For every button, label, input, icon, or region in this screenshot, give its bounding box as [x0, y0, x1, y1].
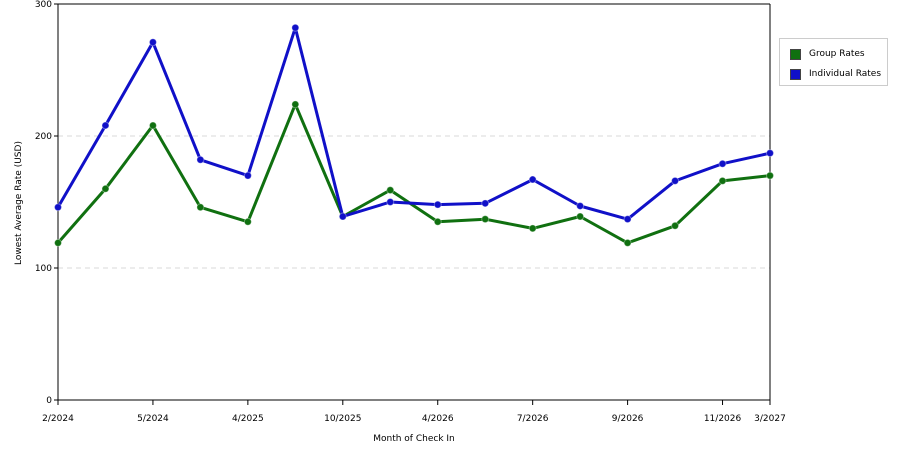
- x-tick-label: 2/2024: [42, 414, 74, 424]
- y-tick-label: 300: [35, 0, 52, 10]
- legend-label-group: Group Rates: [809, 49, 865, 59]
- data-point-group-rates: [386, 186, 395, 195]
- data-point-individual-rates: [101, 121, 110, 130]
- legend-label-individual: Individual Rates: [809, 69, 882, 79]
- data-point-group-rates: [196, 203, 205, 212]
- axes: [54, 3, 771, 405]
- x-tick-label: 4/2026: [422, 414, 454, 424]
- data-point-individual-rates: [386, 198, 395, 206]
- data-point-group-rates: [528, 224, 537, 233]
- y-tick-label: 0: [46, 396, 52, 406]
- legend-item-group: Group Rates: [790, 47, 865, 61]
- y-tick-label: 100: [35, 264, 52, 274]
- data-point-group-rates: [433, 217, 442, 226]
- legend-swatch-individual: [790, 68, 801, 80]
- data-point-individual-rates: [481, 199, 490, 208]
- x-tick-label: 3/2027: [754, 414, 786, 424]
- data-point-individual-rates: [148, 38, 157, 47]
- data-point-group-rates: [148, 121, 157, 130]
- data-point-individual-rates: [433, 200, 442, 209]
- data-point-group-rates: [623, 238, 632, 247]
- data-point-individual-rates: [243, 171, 252, 180]
- x-tick-label: 11/2026: [704, 414, 742, 424]
- data-point-individual-rates: [54, 203, 62, 212]
- legend-swatch-group: [790, 48, 801, 60]
- data-point-group-rates: [576, 212, 585, 221]
- data-point-group-rates: [481, 215, 490, 224]
- legend-item-individual: Individual Rates: [790, 67, 881, 81]
- data-point-individual-rates: [671, 176, 680, 185]
- y-tick-label: 200: [35, 132, 52, 142]
- x-tick-label: 5/2024: [137, 414, 169, 424]
- data-point-group-rates: [101, 184, 110, 193]
- data-point-individual-rates: [338, 212, 347, 221]
- data-point-individual-rates: [196, 155, 205, 164]
- x-tick-label: 4/2025: [232, 414, 264, 424]
- x-tick-label: 10/2025: [324, 414, 361, 424]
- data-point-individual-rates: [623, 215, 632, 224]
- data-point-individual-rates: [766, 149, 774, 158]
- data-point-group-rates: [54, 238, 62, 247]
- series-line-individual-rates: [56, 26, 772, 221]
- data-point-group-rates: [243, 217, 252, 226]
- x-tick-label: 9/2026: [612, 414, 644, 424]
- data-point-group-rates: [766, 171, 774, 180]
- tick-labels: 0 100 200 300 2/2024 5/2024 4/2025 10/2025 4/202…: [35, 0, 786, 424]
- data-point-individual-rates: [528, 175, 537, 184]
- data-point-individual-rates: [576, 201, 585, 210]
- series-lines: [54, 23, 774, 247]
- legend: Group Rates Individual Rates: [779, 38, 888, 86]
- data-point-group-rates: [718, 176, 727, 185]
- data-point-group-rates: [671, 221, 680, 230]
- data-point-individual-rates: [718, 159, 727, 168]
- x-axis-title: Month of Check In: [373, 434, 455, 444]
- y-axis-title: Lowest Average Rate (USD): [14, 141, 24, 265]
- data-point-individual-rates: [291, 23, 300, 32]
- x-tick-label: 7/2026: [517, 414, 549, 424]
- data-point-group-rates: [291, 100, 300, 109]
- series-line-group-rates: [56, 102, 772, 245]
- gridlines: [58, 135, 770, 269]
